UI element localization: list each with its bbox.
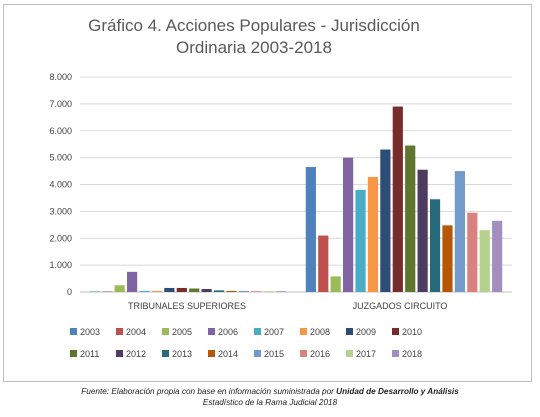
y-tick-label: 4.000 bbox=[49, 180, 72, 190]
legend-label-2018: 2018 bbox=[402, 349, 422, 359]
legend-label-2004: 2004 bbox=[126, 327, 146, 337]
y-tick-label: 3.000 bbox=[49, 206, 72, 216]
legend-swatch-2008 bbox=[300, 328, 307, 335]
legend-label-2006: 2006 bbox=[218, 327, 238, 337]
chart-canvas: Gráfico 4. Acciones Populares - Jurisdic… bbox=[49, 16, 512, 359]
legend-label-2014: 2014 bbox=[218, 349, 238, 359]
chart-title-line1: Gráfico 4. Acciones Populares - Jurisdic… bbox=[88, 16, 420, 35]
legend-label-2008: 2008 bbox=[310, 327, 330, 337]
bar-series bbox=[89, 106, 503, 293]
bar-2017-tribunales bbox=[263, 291, 274, 292]
legend-swatch-2014 bbox=[208, 350, 215, 357]
chart-frame: Gráfico 4. Acciones Populares - Jurisdic… bbox=[3, 4, 532, 382]
y-axis-ticks: 0 1.000 2.000 3.000 4.000 5.000 6.000 7.000 8.00… bbox=[49, 72, 72, 297]
bar-2009-juzgados bbox=[380, 149, 391, 292]
legend-label-2013: 2013 bbox=[172, 349, 192, 359]
bar-2006-juzgados bbox=[343, 157, 354, 293]
bar-2011-tribunales bbox=[189, 288, 200, 292]
bar-2016-tribunales bbox=[251, 291, 262, 292]
source-note-prefix: Fuente: Elaboración propia con base en i… bbox=[81, 387, 337, 396]
category-labels: TRIBUNALES SUPERIORES JUZGADOS CIRCUITO bbox=[128, 301, 447, 311]
legend-swatch-2018 bbox=[392, 350, 399, 357]
y-tick-label: 7.000 bbox=[49, 99, 72, 109]
bar-2018-juzgados bbox=[492, 220, 503, 292]
category-label-juzgados: JUZGADOS CIRCUITO bbox=[353, 301, 448, 311]
y-tick-label: 0 bbox=[67, 287, 72, 297]
legend-swatch-2016 bbox=[300, 350, 307, 357]
legend-label-2012: 2012 bbox=[126, 349, 146, 359]
bar-2008-tribunales bbox=[151, 290, 163, 292]
legend-label-2007: 2007 bbox=[264, 327, 284, 337]
bar-2016-juzgados bbox=[467, 212, 478, 292]
legend: 2003 2004 2005 2006 2007 2008 2009 2010 2011 2012… bbox=[70, 327, 422, 359]
bar-2018-tribunales bbox=[276, 291, 287, 292]
bar-2014-tribunales bbox=[226, 290, 237, 292]
bar-2007-juzgados bbox=[355, 189, 366, 293]
legend-label-2009: 2009 bbox=[356, 327, 376, 337]
bar-2010-tribunales bbox=[176, 287, 187, 292]
bar-2013-tribunales bbox=[213, 290, 225, 292]
bar-2009-tribunales bbox=[164, 287, 175, 292]
legend-swatch-2009 bbox=[346, 328, 353, 335]
legend-swatch-2005 bbox=[162, 328, 169, 335]
legend-swatch-2010 bbox=[392, 328, 399, 335]
bar-2004-tribunales bbox=[102, 291, 113, 292]
source-note-emphasis: Unidad de Desarrollo y Análisis bbox=[336, 387, 459, 396]
bar-2006-tribunales bbox=[127, 271, 138, 292]
bar-2003-juzgados bbox=[305, 167, 316, 292]
legend-label-2010: 2010 bbox=[402, 327, 422, 337]
legend-swatch-2007 bbox=[254, 328, 261, 335]
legend-swatch-2012 bbox=[116, 350, 123, 357]
legend-label-2005: 2005 bbox=[172, 327, 192, 337]
bar-2005-juzgados bbox=[330, 276, 341, 292]
legend-label-2016: 2016 bbox=[310, 349, 330, 359]
chart-title-line2: Ordinaria 2003-2018 bbox=[176, 38, 332, 57]
bar-2012-tribunales bbox=[201, 289, 212, 292]
bar-2012-juzgados bbox=[417, 169, 428, 292]
gridlines bbox=[80, 76, 512, 293]
y-tick-label: 8.000 bbox=[49, 72, 72, 82]
legend-label-2003: 2003 bbox=[80, 327, 100, 337]
bar-2015-tribunales bbox=[238, 290, 249, 292]
legend-swatch-2015 bbox=[254, 350, 261, 357]
y-tick-label: 6.000 bbox=[49, 126, 72, 136]
bar-2007-tribunales bbox=[139, 290, 150, 292]
bar-2010-juzgados bbox=[392, 106, 403, 292]
bar-2013-juzgados bbox=[429, 199, 441, 292]
legend-label-2011: 2011 bbox=[80, 349, 99, 359]
legend-label-2015: 2015 bbox=[264, 349, 284, 359]
legend-label-2017: 2017 bbox=[356, 349, 376, 359]
category-label-tribunales: TRIBUNALES SUPERIORES bbox=[128, 301, 246, 311]
y-tick-label: 2.000 bbox=[49, 233, 72, 243]
bar-2005-tribunales bbox=[114, 285, 125, 292]
y-tick-label: 5.000 bbox=[49, 153, 72, 163]
y-tick-label: 1.000 bbox=[49, 260, 72, 270]
bar-2017-juzgados bbox=[479, 230, 490, 292]
legend-swatch-2006 bbox=[208, 328, 215, 335]
bar-2003-tribunales bbox=[89, 291, 100, 292]
legend-swatch-2013 bbox=[162, 350, 169, 357]
legend-swatch-2004 bbox=[116, 328, 123, 335]
bar-2011-juzgados bbox=[405, 145, 416, 292]
legend-swatch-2003 bbox=[70, 328, 77, 335]
source-note: Fuente: Elaboración propia con base en i… bbox=[0, 386, 540, 408]
legend-swatch-2017 bbox=[346, 350, 353, 357]
bar-2008-juzgados bbox=[367, 176, 379, 292]
bar-2004-juzgados bbox=[318, 235, 329, 292]
bar-2015-juzgados bbox=[454, 171, 465, 292]
bar-2014-juzgados bbox=[442, 225, 453, 292]
legend-swatch-2011 bbox=[70, 350, 77, 357]
source-note-line2: Estadístico de la Rama Judicial 2018 bbox=[202, 398, 338, 407]
